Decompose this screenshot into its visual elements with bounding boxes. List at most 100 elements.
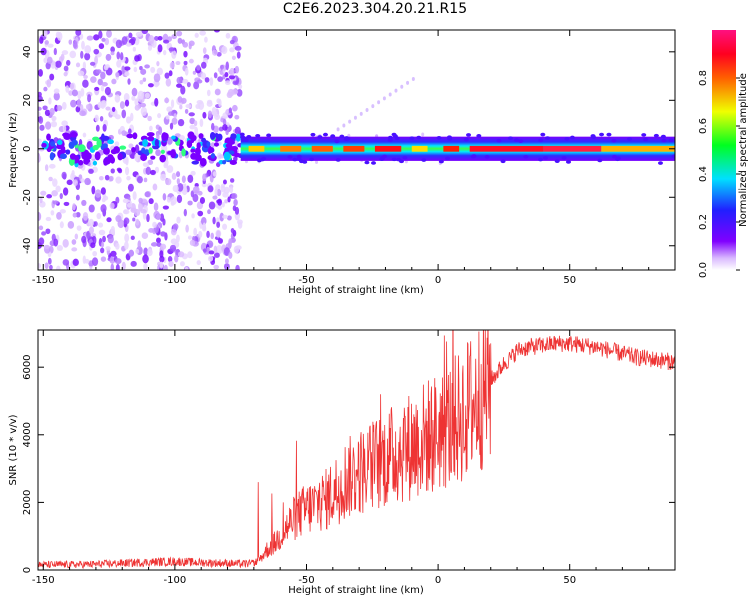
ridge-blob <box>49 152 55 161</box>
scatter-point <box>188 43 192 50</box>
scatter-point <box>212 49 218 56</box>
scatter-point <box>117 168 123 174</box>
scatter-point <box>127 128 132 135</box>
scatter-point <box>63 71 68 77</box>
scatter-point <box>150 242 158 247</box>
scatter-point <box>91 185 96 195</box>
scatter-point <box>95 69 102 74</box>
ridge-blob <box>140 153 148 162</box>
ridge-core-segment <box>280 145 302 152</box>
scatter-point <box>86 35 94 41</box>
scatter-point <box>222 214 229 219</box>
scatter-point <box>46 79 52 88</box>
scatter-point <box>190 170 196 176</box>
scatter-point <box>102 124 107 132</box>
scatter-point <box>173 113 177 119</box>
spectrogram-x-tick-label: 50 <box>563 275 576 286</box>
scatter-point <box>97 101 103 109</box>
ridge-edge <box>591 135 597 139</box>
scatter-point <box>212 195 218 200</box>
scatter-point <box>121 65 125 75</box>
ridge-edge <box>445 156 451 161</box>
scatter-point <box>98 222 104 228</box>
scatter-point <box>100 241 105 248</box>
ridge-blob <box>207 147 215 154</box>
scatter-point <box>80 178 85 183</box>
scatter-point <box>163 50 167 56</box>
scatter-point <box>110 168 115 174</box>
scatter-point <box>125 149 133 156</box>
ridge-core-segment <box>411 145 428 152</box>
scatter-point <box>43 244 50 249</box>
scatter-point <box>377 100 381 105</box>
scatter-point <box>165 78 172 87</box>
scatter-point <box>127 78 131 85</box>
scatter-point <box>44 164 49 172</box>
scatter-point <box>44 262 49 269</box>
scatter-point <box>71 169 75 177</box>
ridge-blob <box>150 155 156 160</box>
scatter-point <box>164 97 170 104</box>
scatter-point <box>137 90 145 100</box>
ridge-blob <box>225 143 233 149</box>
scatter-point <box>382 96 386 101</box>
scatter-point <box>171 34 177 40</box>
scatter-point <box>187 200 193 206</box>
scatter-point <box>188 58 194 64</box>
scatter-point <box>218 154 225 159</box>
scatter-point <box>81 199 87 206</box>
scatter-point <box>135 248 140 254</box>
scatter-point <box>189 124 196 130</box>
ridge-blob <box>60 145 66 151</box>
scatter-point <box>114 258 122 265</box>
scatter-point <box>76 98 82 108</box>
scatter-point <box>170 200 175 206</box>
ridge-edge <box>476 134 482 138</box>
scatter-point <box>128 32 133 39</box>
scatter-point <box>81 235 87 244</box>
snr-panel: -150 -100 -50 0 50 0 2000 4000 6000 Height of s… <box>8 329 676 596</box>
scatter-point <box>214 113 221 121</box>
scatter-point <box>77 70 85 77</box>
ridge-blob <box>107 154 114 163</box>
scatter-point <box>168 47 176 52</box>
scatter-point <box>189 239 196 246</box>
scatter-point <box>421 132 425 137</box>
scatter-point <box>133 66 138 73</box>
scatter-point <box>96 212 102 220</box>
scatter-point <box>45 228 51 235</box>
scatter-point <box>51 115 57 122</box>
spectrogram-y-ticks: -40 -20 0 20 40 <box>22 45 675 254</box>
scatter-point <box>162 218 166 226</box>
scatter-point <box>48 97 52 105</box>
scatter-point <box>132 191 137 201</box>
scatter-point <box>179 104 183 110</box>
ridge-edge <box>421 158 427 162</box>
scatter-point <box>217 238 224 244</box>
scatter-point <box>193 227 198 237</box>
scatter-point <box>47 43 54 48</box>
ridge-blob <box>63 132 71 141</box>
ridge-blob <box>102 143 108 149</box>
scatter-point <box>61 120 68 127</box>
scatter-point <box>132 46 136 52</box>
scatter-point <box>44 40 49 45</box>
ridge-edge <box>484 155 490 159</box>
scatter-point <box>202 47 207 55</box>
scatter-point <box>144 64 150 69</box>
ridge-blob <box>92 160 98 166</box>
scatter-point <box>87 94 92 103</box>
scatter-point <box>56 245 63 251</box>
ridge-core-segment <box>311 145 333 152</box>
scatter-point <box>110 46 115 53</box>
ridge-blob <box>142 138 148 147</box>
scatter-point <box>115 242 120 250</box>
ridge-edge <box>569 135 575 140</box>
scatter-point <box>72 203 76 211</box>
ridge-edge <box>542 156 548 160</box>
scatter-point <box>155 81 160 86</box>
scatter-point <box>142 254 149 264</box>
ridge-edge <box>309 157 315 162</box>
scatter-point <box>101 197 106 203</box>
scatter-point <box>222 223 228 230</box>
